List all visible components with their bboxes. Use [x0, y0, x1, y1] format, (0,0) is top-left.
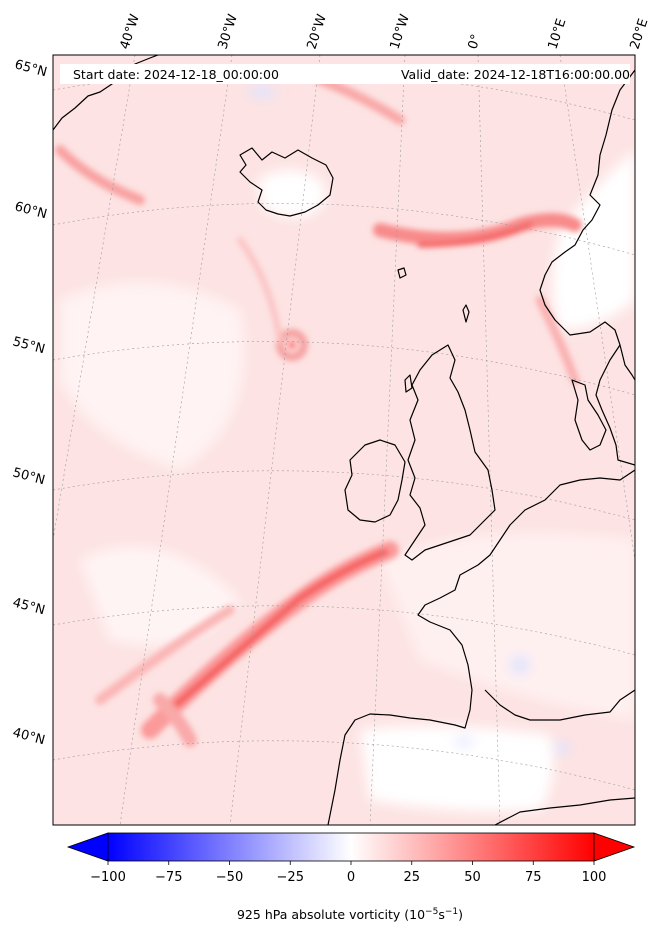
longitude-label-30w: 30°W [216, 12, 241, 51]
iceland-coast [239, 147, 334, 217]
colorbar-tick-label: 50 [464, 870, 481, 885]
longitude-label-10e: 10°E [546, 17, 570, 51]
colorbar-label-exp1: −5 [425, 907, 438, 917]
longitude-label-20w: 20°W [305, 12, 330, 51]
latitude-gridline [53, 341, 635, 396]
latitude-label-55n: 55°N [11, 334, 47, 357]
latitude-gridline [53, 605, 635, 656]
colorbar-tick-label: 0 [347, 870, 355, 885]
longitude-gridline [559, 55, 635, 561]
weak-vorticity-area [80, 546, 240, 645]
africa-coast [494, 797, 635, 825]
secondary-band [95, 605, 235, 705]
colorbar-tick-label: 100 [582, 870, 607, 885]
longitude-gridline [53, 55, 136, 541]
latitude-label-40n: 40°N [11, 725, 47, 748]
colorbar-label: 925 hPa absolute vorticity (10−5s−1) [237, 907, 463, 922]
colorbar-tick-label: −75 [155, 870, 182, 885]
colorbar-label-exp2: −1 [445, 907, 458, 917]
longitude-gridline [229, 55, 321, 825]
colorbar-tick-label: 75 [525, 870, 542, 885]
colorbar-tick-label: −25 [277, 870, 304, 885]
colorbar: −100 −75 −50 −25 0 25 50 75 100 925 hPa absolute… [66, 832, 636, 922]
coastal-band [535, 295, 580, 385]
northern-band-core [417, 222, 533, 248]
britain-coast [404, 344, 496, 561]
longitude-gridline [477, 55, 501, 825]
colorbar-label-main: 925 hPa absolute vorticity (10 [237, 907, 425, 922]
longitude-label-20e: 20°E [628, 17, 652, 51]
colorbar-ticks: −100 −75 −50 −25 0 25 50 75 100 [90, 861, 606, 885]
negative-vorticity-patch [248, 86, 276, 98]
longitude-labels: 40°W 30°W 20°W 10°W 0° 10°E 20°E [118, 12, 652, 51]
negative-vorticity-patch [455, 737, 473, 747]
header-band [60, 64, 630, 84]
ocean-streak [153, 693, 197, 747]
longitude-label-40w: 40°W [118, 12, 143, 51]
shetland-islands [462, 304, 470, 323]
negative-vorticity-patch [510, 656, 530, 674]
colorbar-label-unit: s [438, 907, 445, 922]
colorbar-tick-label: −50 [216, 870, 243, 885]
latitude-label-65n: 65°N [13, 57, 49, 80]
denmark-coast [571, 379, 607, 451]
colorbar-label-close: ) [458, 907, 463, 922]
map-frame [52, 54, 636, 826]
coastlines [53, 55, 635, 825]
white-area-iceland [258, 170, 326, 218]
ocean-streak [237, 237, 283, 343]
latitude-label-45n: 45°N [11, 595, 47, 618]
norway-coast [539, 69, 635, 381]
latitude-label-50n: 50°N [11, 465, 47, 488]
colorbar-extend-low [66, 832, 109, 862]
hebrides-islands [404, 374, 413, 393]
longitude-gridline [369, 55, 406, 825]
colorbar-body [107, 832, 595, 862]
iberia-south-coast [484, 689, 635, 721]
colorbar-tick-label: −100 [90, 870, 126, 885]
white-area-norway [552, 150, 635, 330]
longitude-label-0: 0° [466, 33, 485, 52]
europe-coast [327, 469, 635, 825]
vorticity-bands [55, 75, 582, 747]
greenland-coast [53, 55, 159, 131]
longitude-label-10w: 10°W [388, 12, 413, 51]
faroe-islands [397, 267, 407, 279]
white-area-iberia [360, 726, 554, 812]
latitude-gridline [53, 470, 635, 521]
colorbar-tick-label: 25 [403, 870, 420, 885]
northern-band [373, 213, 582, 246]
negative-vorticity-patch [554, 742, 570, 754]
latitude-label-60n: 60°N [13, 199, 49, 222]
latitude-gridline [53, 203, 635, 256]
sweden-coast [595, 344, 635, 466]
colorbar-extend-high [593, 832, 636, 862]
weak-vorticity-area [60, 282, 244, 470]
map-panel [53, 55, 635, 825]
greenland-band [55, 145, 145, 205]
cyclone-swirl [276, 329, 308, 361]
cyclone-core [288, 341, 296, 349]
latitude-gridline [53, 740, 635, 791]
frontal-band-core [166, 548, 389, 714]
ireland-coast [344, 439, 406, 523]
latitude-labels: 65°N 60°N 55°N 50°N 45°N 40°N [11, 57, 49, 748]
start-date-label: Start date: 2024-12-18_00:00:00 [73, 67, 279, 82]
valid-date-label: Valid_date: 2024-12-18T16:00:00.00 [401, 67, 630, 82]
